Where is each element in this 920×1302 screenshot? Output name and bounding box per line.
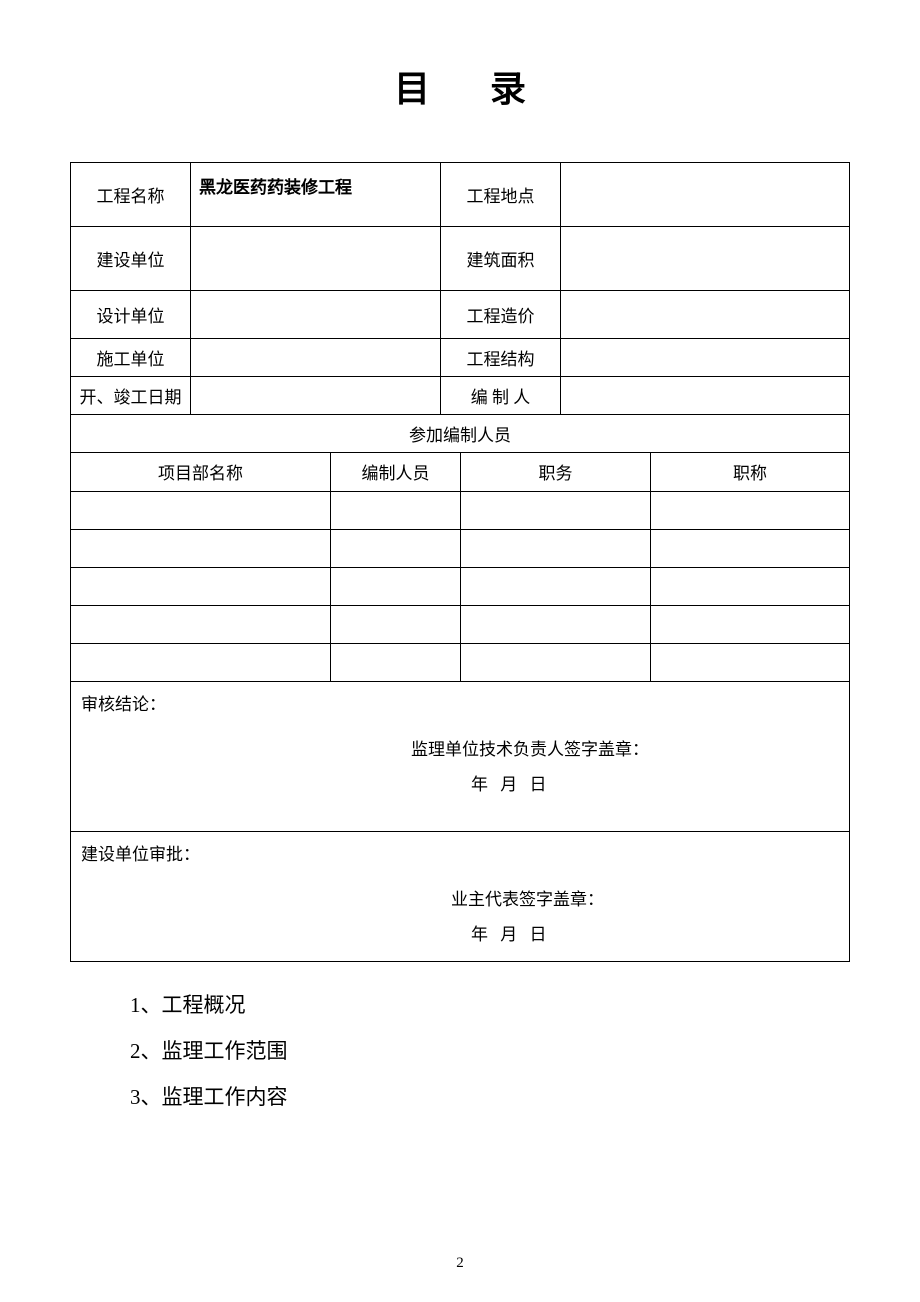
toc-list: 1、工程概况 2、监理工作范围 3、监理工作内容 <box>130 982 850 1121</box>
value-design-unit <box>191 291 441 339</box>
review-date: 年 月 日 <box>81 770 839 795</box>
table-row <box>71 605 850 643</box>
col-dept-name: 项目部名称 <box>71 453 331 491</box>
label-compiler: 编 制 人 <box>441 377 561 415</box>
table-row <box>71 529 850 567</box>
review-row: 审核结论： 监理单位技术负责人签字盖章： 年 月 日 <box>71 681 850 831</box>
value-structure <box>561 339 850 377</box>
cell <box>651 643 850 681</box>
participants-table: 项目部名称 编制人员 职务 职称 <box>70 453 850 962</box>
info-table: 工程名称 黑龙医药药装修工程 工程地点 建设单位 建筑面积 设计单位 工程造价 … <box>70 162 850 453</box>
table-row <box>71 491 850 529</box>
label-structure: 工程结构 <box>441 339 561 377</box>
cell <box>71 529 331 567</box>
col-compiler: 编制人员 <box>331 453 461 491</box>
review-label: 审核结论： <box>81 690 839 715</box>
col-title: 职称 <box>651 453 850 491</box>
cell <box>71 567 331 605</box>
value-project-cost <box>561 291 850 339</box>
page-title: 目录 <box>70 60 850 112</box>
cell <box>461 605 651 643</box>
label-project-cost: 工程造价 <box>441 291 561 339</box>
approval-label: 建设单位审批： <box>81 840 839 865</box>
cell <box>71 491 331 529</box>
table-row: 参加编制人员 <box>71 415 850 453</box>
cell <box>651 567 850 605</box>
approval-sign: 业主代表签字盖章： <box>81 885 839 910</box>
cell <box>331 529 461 567</box>
value-dates <box>191 377 441 415</box>
cell <box>651 529 850 567</box>
cell <box>71 643 331 681</box>
cell <box>461 567 651 605</box>
page-number: 2 <box>0 1255 920 1272</box>
value-compiler <box>561 377 850 415</box>
approval-date: 年 月 日 <box>81 920 839 945</box>
toc-item: 1、工程概况 <box>130 982 850 1028</box>
value-contractor <box>191 339 441 377</box>
cell <box>461 643 651 681</box>
label-design-unit: 设计单位 <box>71 291 191 339</box>
table-row: 工程名称 黑龙医药药装修工程 工程地点 <box>71 163 850 227</box>
table-row: 开、竣工日期 编 制 人 <box>71 377 850 415</box>
cell <box>71 605 331 643</box>
label-construction-unit: 建设单位 <box>71 227 191 291</box>
cell <box>331 491 461 529</box>
cell <box>461 529 651 567</box>
table-row <box>71 643 850 681</box>
cell <box>461 491 651 529</box>
value-building-area <box>561 227 850 291</box>
cell <box>331 643 461 681</box>
label-dates: 开、竣工日期 <box>71 377 191 415</box>
cell <box>331 567 461 605</box>
table-row: 设计单位 工程造价 <box>71 291 850 339</box>
label-building-area: 建筑面积 <box>441 227 561 291</box>
table-row: 施工单位 工程结构 <box>71 339 850 377</box>
table-row: 建设单位 建筑面积 <box>71 227 850 291</box>
cell <box>651 491 850 529</box>
cell <box>331 605 461 643</box>
participants-header: 参加编制人员 <box>71 415 850 453</box>
toc-item: 3、监理工作内容 <box>130 1074 850 1120</box>
table-row <box>71 567 850 605</box>
table-row: 项目部名称 编制人员 职务 职称 <box>71 453 850 491</box>
label-contractor: 施工单位 <box>71 339 191 377</box>
value-project-location <box>561 163 850 227</box>
label-project-location: 工程地点 <box>441 163 561 227</box>
approval-row: 建设单位审批： 业主代表签字盖章： 年 月 日 <box>71 831 850 961</box>
review-sign: 监理单位技术负责人签字盖章： <box>81 735 839 760</box>
col-position: 职务 <box>461 453 651 491</box>
toc-item: 2、监理工作范围 <box>130 1028 850 1074</box>
label-project-name: 工程名称 <box>71 163 191 227</box>
cell <box>651 605 850 643</box>
value-project-name: 黑龙医药药装修工程 <box>191 163 441 227</box>
value-construction-unit <box>191 227 441 291</box>
